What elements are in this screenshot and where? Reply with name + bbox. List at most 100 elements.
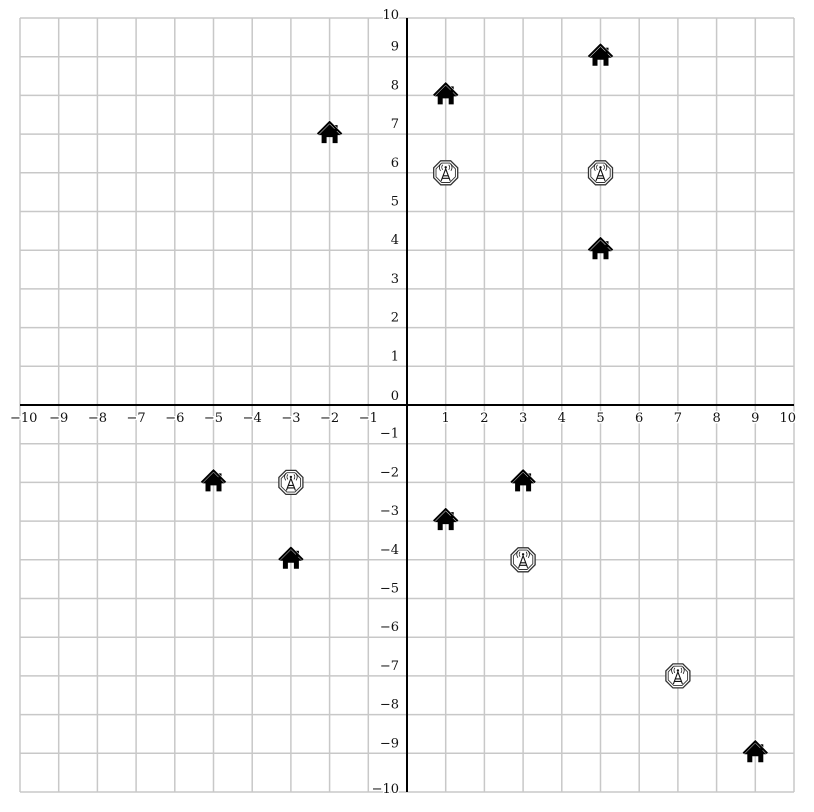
house-body (589, 46, 612, 66)
y-tick-label: −3 (380, 504, 399, 519)
tower-badge-outer (433, 160, 459, 186)
y-tick-label: 9 (391, 40, 399, 55)
tower-badge-outer (587, 160, 614, 186)
y-tick-label: 4 (391, 233, 399, 248)
x-tick-label: −4 (243, 411, 262, 426)
tower-signal-waves (671, 666, 685, 675)
tower-badge-inner (590, 162, 611, 183)
tower-badge-outer (278, 469, 304, 496)
x-tick-label: −7 (127, 411, 146, 426)
house-body (202, 472, 225, 492)
x-tick-label: −6 (165, 411, 184, 426)
x-tick-label: 4 (558, 411, 566, 426)
tower-badge-inner (512, 549, 534, 570)
y-tick-label: 7 (391, 117, 399, 132)
cell-tower-icon (278, 469, 304, 496)
house-roof (200, 468, 227, 484)
y-tick-label: −4 (380, 543, 399, 558)
tower-antenna (521, 553, 525, 556)
x-tick-label: −1 (359, 411, 378, 426)
house-roof (587, 43, 614, 58)
x-tick-label: −9 (49, 411, 68, 426)
tower-antenna (676, 669, 680, 672)
x-tick-label: −2 (320, 411, 339, 426)
house-icon (510, 468, 536, 492)
axes (20, 18, 794, 792)
y-tick-label: 8 (391, 78, 399, 93)
house-roof (587, 236, 614, 251)
house-body (512, 472, 535, 492)
tower-mast (518, 554, 529, 568)
house-icon (742, 739, 769, 763)
x-tick-label: −10 (10, 411, 37, 426)
house-icon (587, 236, 614, 260)
y-tick-label: 1 (391, 349, 399, 364)
house-body (589, 240, 612, 260)
x-tick-label: 7 (674, 411, 682, 426)
tower-antenna (289, 475, 293, 479)
y-tick-label: −6 (380, 620, 399, 635)
markers (200, 42, 769, 763)
house-roof (278, 546, 304, 561)
x-tick-label: 9 (751, 411, 759, 426)
y-tick-label: 0 (391, 389, 399, 404)
tower-mast (440, 167, 451, 181)
x-tick-label: −5 (204, 411, 223, 426)
house-icon (432, 507, 459, 531)
tower-badge-outer (510, 547, 536, 573)
cell-tower-icon (433, 160, 459, 186)
x-tick-label: 5 (596, 411, 604, 426)
house-body (434, 511, 457, 531)
house-icon (587, 42, 614, 66)
y-tick-label: −9 (380, 736, 399, 751)
house-body (434, 85, 457, 105)
x-tick-label: 10 (779, 411, 796, 426)
tower-signal-waves (439, 163, 453, 172)
x-tick-label: 2 (480, 411, 488, 426)
house-roof (432, 81, 459, 97)
tower-signal-waves (284, 473, 298, 481)
house-body (279, 549, 302, 569)
y-tick-label: 3 (391, 272, 399, 287)
tower-signal-waves (593, 163, 608, 172)
y-tick-label: 6 (391, 156, 399, 171)
tower-badge-inner (435, 162, 456, 183)
y-tick-label: −2 (380, 465, 399, 480)
tower-mast (672, 670, 683, 685)
house-icon (278, 545, 304, 569)
tick-labels: −10 −9 −8 −7 −6 −5 −4 −3 −2 −1 1 2 3 4 5 6 7 8 9 10−10−9−8−… (9, 7, 798, 799)
x-tick-label: 8 (712, 411, 720, 426)
y-tick-label: −7 (380, 659, 399, 674)
y-tick-label: −10 (372, 782, 399, 797)
x-tick-label: −8 (88, 411, 107, 426)
x-tick-label: 6 (635, 411, 643, 426)
y-tick-label: 5 (391, 195, 399, 210)
y-tick-label: 2 (391, 311, 399, 326)
y-tick-label: −5 (380, 582, 399, 597)
x-tick-label: −3 (281, 411, 300, 426)
house-body (744, 743, 767, 763)
house-icon (200, 468, 227, 492)
house-roof (510, 468, 536, 484)
cell-tower-icon (587, 160, 614, 186)
tower-mast (595, 167, 606, 181)
tower-badge-inner (667, 665, 689, 687)
house-roof (742, 739, 769, 755)
tower-mast (285, 476, 296, 491)
tower-badge-outer (665, 663, 691, 689)
x-tick-label: 1 (442, 411, 450, 426)
cell-tower-icon (510, 547, 536, 573)
house-roof (316, 120, 343, 135)
house-roof (432, 507, 459, 522)
tower-antenna (444, 166, 447, 169)
cell-tower-icon (665, 663, 691, 689)
tower-antenna (599, 166, 602, 169)
house-body (318, 124, 341, 144)
house-icon (316, 120, 343, 144)
tower-signal-waves (516, 550, 530, 559)
y-tick-label: −1 (380, 427, 399, 442)
house-icon (432, 81, 459, 105)
y-tick-label: 10 (382, 8, 399, 23)
